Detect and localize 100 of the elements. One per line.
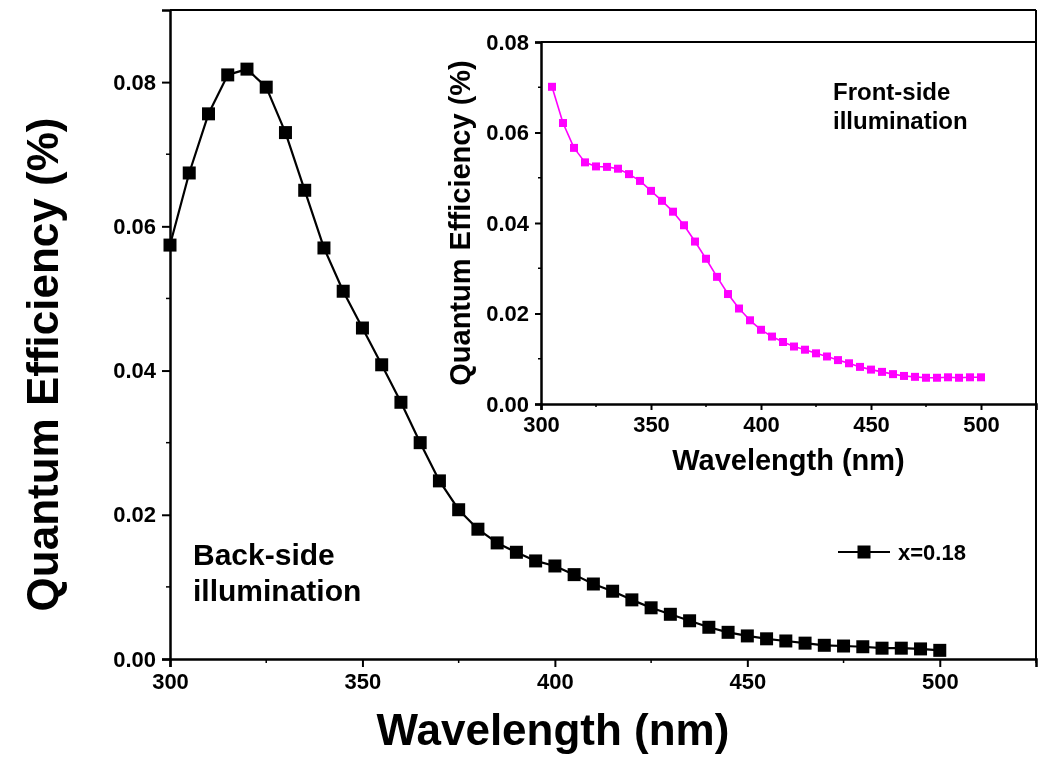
point: [713, 272, 721, 281]
y-tick-label: 0.06: [113, 213, 156, 239]
point: [801, 345, 809, 354]
point: [559, 119, 567, 127]
point: [548, 82, 556, 91]
point: [336, 284, 350, 298]
point: [432, 474, 446, 488]
y-tick-label: 0.08: [113, 69, 156, 95]
point: [977, 373, 985, 382]
point: [278, 126, 292, 140]
point: [878, 367, 886, 376]
point: [856, 362, 864, 371]
y-axis-title: Quantum Efficiency (%): [444, 60, 476, 386]
point: [413, 436, 427, 450]
x-tick-label: 500: [963, 411, 1000, 437]
y-tick-label: 0.04: [113, 358, 157, 384]
point: [702, 254, 710, 263]
point: [875, 641, 889, 655]
point: [240, 62, 254, 76]
x-tick-label: 350: [633, 411, 670, 437]
point: [182, 166, 196, 180]
point: [867, 365, 875, 374]
point: [625, 593, 639, 607]
point: [394, 395, 408, 409]
y-tick-label: 0.08: [486, 29, 529, 55]
point: [603, 162, 611, 171]
point: [570, 143, 578, 152]
point: [740, 629, 754, 643]
point: [790, 342, 798, 351]
point: [567, 568, 581, 582]
x-tick-label: 500: [921, 668, 959, 694]
point: [201, 107, 215, 121]
point: [509, 545, 523, 559]
point: [757, 325, 765, 334]
point: [724, 290, 732, 299]
point: [933, 643, 947, 657]
y-tick-label: 0.06: [486, 120, 529, 146]
point: [586, 577, 600, 591]
point: [355, 321, 369, 335]
x-tick-label: 400: [537, 668, 574, 694]
point: [768, 332, 776, 341]
point: [856, 640, 870, 654]
legend-label: x=0.18: [898, 540, 966, 565]
point: [845, 359, 853, 368]
point: [658, 196, 666, 205]
y-tick-label: 0.02: [113, 502, 156, 528]
point: [900, 371, 908, 380]
point: [221, 68, 235, 82]
point: [760, 632, 774, 646]
point: [911, 372, 919, 381]
point: [163, 238, 177, 252]
point: [914, 642, 928, 656]
point: [490, 536, 504, 550]
point: [592, 162, 600, 171]
annotation: Front-side illumination: [833, 78, 968, 134]
point: [944, 373, 952, 382]
point: [614, 164, 622, 173]
point: [548, 559, 562, 573]
point: [721, 625, 735, 639]
point: [636, 176, 644, 185]
point: [375, 358, 389, 372]
point: [922, 373, 930, 382]
point: [779, 338, 787, 347]
point: [834, 356, 842, 365]
point: [644, 601, 658, 615]
point: [812, 349, 820, 358]
point: [669, 207, 677, 216]
y-tick-label: 0.04: [486, 210, 530, 236]
point: [894, 641, 908, 655]
y-axis-title: Quantum Efficiency (%): [18, 117, 67, 612]
point: [317, 241, 331, 255]
point: [735, 304, 743, 313]
x-tick-label: 450: [853, 411, 890, 437]
point: [471, 522, 485, 536]
point: [625, 170, 633, 179]
point: [702, 620, 716, 634]
point: [933, 373, 941, 382]
point: [837, 639, 851, 653]
point: [606, 584, 620, 598]
point: [663, 607, 677, 621]
point: [452, 503, 466, 517]
point: [691, 237, 699, 246]
point: [298, 183, 312, 197]
point: [955, 373, 963, 382]
x-tick-label: 450: [729, 668, 767, 694]
x-tick-label: 350: [344, 668, 382, 694]
annotation: Back-side illumination: [193, 538, 362, 607]
point: [779, 634, 793, 648]
point: [259, 80, 273, 94]
point: [746, 316, 754, 325]
x-tick-label: 400: [743, 411, 780, 437]
y-tick-label: 0.02: [486, 301, 529, 327]
point: [529, 554, 543, 568]
x-axis-title: Wavelength (nm): [672, 444, 905, 476]
point: [581, 158, 589, 167]
point: [966, 373, 974, 382]
point: [680, 221, 688, 230]
point: [647, 186, 655, 195]
x-axis-title: Wavelength (nm): [376, 705, 730, 754]
point: [798, 636, 812, 650]
